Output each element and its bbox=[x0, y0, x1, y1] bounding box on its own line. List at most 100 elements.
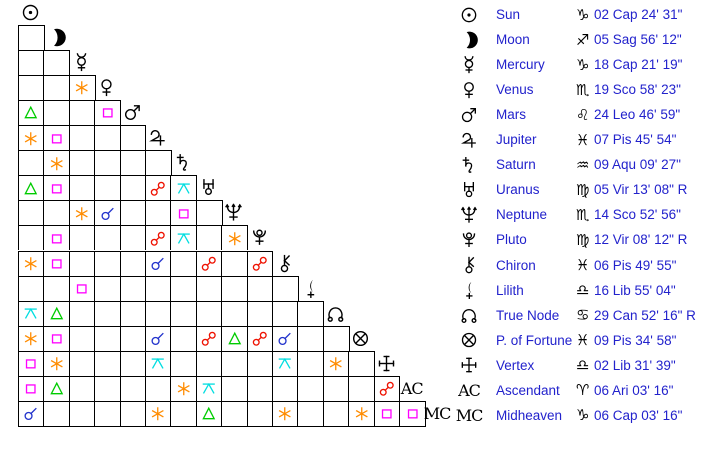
sag-sign-icon: ♐ bbox=[576, 30, 590, 49]
aspect-cell-vertex-venus bbox=[94, 350, 120, 376]
planet-name: Saturn bbox=[496, 157, 536, 173]
aspect-cell-uranus-mercury bbox=[68, 175, 95, 201]
table-row-uranus: Uranus ♍ 05 Vir 13' 08" R bbox=[452, 177, 704, 202]
midheaven-label: MC bbox=[455, 405, 484, 425]
diagonal-vertex bbox=[374, 351, 399, 376]
aspect-cell-lilith-mars bbox=[119, 275, 145, 301]
lib-sign-icon: ♎ bbox=[576, 356, 590, 375]
planet-glyph-cell: MC bbox=[452, 406, 486, 425]
planet-glyph-cell bbox=[452, 330, 486, 350]
aspect-cell-true-node-saturn bbox=[170, 300, 196, 326]
planet-position: 02 Lib 31' 39" bbox=[594, 357, 676, 373]
aspect-cell-midheaven-neptune bbox=[221, 400, 247, 428]
planet-name: Chiron bbox=[496, 257, 536, 273]
aspect-cell-pluto-moon bbox=[43, 225, 69, 251]
aspect-cell-ascendant-chiron bbox=[272, 375, 298, 401]
aspect-cell-moon-sun bbox=[18, 25, 45, 51]
square-icon bbox=[404, 405, 422, 423]
aspect-cell-true-node-sun bbox=[18, 300, 44, 326]
planet-position: 29 Can 52' 16" R bbox=[594, 307, 696, 323]
sextile-icon bbox=[327, 355, 345, 373]
conjunction-icon bbox=[276, 330, 294, 348]
saturn-icon bbox=[459, 155, 479, 175]
mars-icon bbox=[122, 102, 143, 123]
aspect-cell-fortune-lilith bbox=[297, 325, 323, 351]
planet-name: P. of Fortune bbox=[496, 332, 573, 348]
planet-position: 16 Lib 55' 04" bbox=[594, 282, 676, 298]
table-row-venus: Venus ♏ 19 Sco 58' 23" bbox=[452, 77, 704, 102]
opposition-icon bbox=[200, 330, 218, 348]
aspect-cell-pluto-mars bbox=[119, 225, 145, 251]
planet-glyph-cell bbox=[452, 105, 486, 125]
aspect-cell-ascendant-sun bbox=[18, 375, 44, 401]
saturn-icon bbox=[173, 152, 194, 173]
planet-glyph-cell bbox=[452, 180, 486, 200]
aspect-cell-neptune-venus bbox=[94, 200, 120, 226]
table-row-moon: Moon ♐ 05 Sag 56' 12" bbox=[452, 27, 704, 52]
aspect-cell-fortune-jupiter bbox=[145, 325, 171, 351]
aspect-cell-fortune-chiron bbox=[272, 325, 298, 351]
aspect-cell-vertex-moon bbox=[43, 350, 69, 376]
aspect-cell-mars-venus bbox=[94, 100, 121, 126]
opposition-icon bbox=[251, 255, 269, 273]
aspect-cell-midheaven-vertex bbox=[373, 400, 399, 428]
aspect-cell-midheaven-sun bbox=[18, 400, 44, 428]
aspect-cell-neptune-saturn bbox=[170, 200, 196, 226]
aspect-cell-pluto-uranus bbox=[195, 225, 222, 251]
planet-position: 06 Ari 03' 16" bbox=[594, 382, 674, 398]
planet-name: Uranus bbox=[496, 182, 540, 198]
table-row-chiron: Chiron ♓ 06 Pis 49' 55" bbox=[452, 253, 704, 278]
chiron-icon bbox=[459, 255, 479, 275]
aspect-cell-ascendant-venus bbox=[94, 375, 120, 401]
aspect-cell-pluto-jupiter bbox=[145, 225, 171, 251]
diagonal-fortune bbox=[348, 326, 373, 351]
sextile-icon bbox=[226, 230, 244, 248]
table-row-true-node: True Node ♋ 29 Can 52' 16" R bbox=[452, 303, 704, 328]
pis-sign-icon: ♓ bbox=[576, 331, 590, 350]
sun-icon bbox=[20, 2, 41, 23]
part-of-fortune-icon bbox=[350, 328, 371, 349]
aspect-cell-midheaven-venus bbox=[94, 400, 120, 428]
aspect-cell-midheaven-ascendant bbox=[399, 400, 426, 428]
sun-icon bbox=[459, 5, 479, 25]
aspect-cell-ascendant-lilith bbox=[297, 375, 323, 401]
aspect-cell-fortune-saturn bbox=[170, 325, 196, 351]
planet-position: 09 Aqu 09' 27" bbox=[594, 157, 681, 173]
table-row-pluto: Pluto ♍ 12 Vir 08' 12" R bbox=[452, 227, 704, 252]
aspect-cell-jupiter-mercury bbox=[68, 125, 95, 151]
trine-icon bbox=[22, 180, 40, 198]
trine-icon bbox=[48, 380, 66, 398]
diagonal-pluto bbox=[247, 225, 272, 250]
aspect-cell-uranus-saturn bbox=[170, 175, 198, 201]
aspect-cell-midheaven-mars bbox=[119, 400, 145, 428]
sextile-icon bbox=[353, 405, 371, 423]
planet-name: Mars bbox=[496, 107, 526, 123]
aspect-cell-chiron-pluto bbox=[246, 250, 274, 276]
table-row-mars: Mars ♌ 24 Leo 46' 59" bbox=[452, 102, 704, 127]
mercury-icon bbox=[71, 52, 92, 73]
venus-icon bbox=[96, 77, 117, 98]
square-icon bbox=[48, 255, 66, 273]
part-of-fortune-icon bbox=[459, 330, 479, 350]
aspect-cell-fortune-sun bbox=[18, 325, 44, 351]
table-row-lilith: Lilith ♎ 16 Lib 55' 04" bbox=[452, 278, 704, 303]
aspect-cell-neptune-uranus bbox=[195, 200, 223, 226]
aspect-cell-jupiter-moon bbox=[43, 125, 69, 151]
aspect-cell-fortune-mercury bbox=[68, 325, 95, 351]
aspect-cell-uranus-moon bbox=[43, 175, 69, 201]
aspect-cell-lilith-pluto bbox=[246, 275, 272, 301]
planet-name: Mercury bbox=[496, 57, 545, 73]
planet-position: 14 Sco 52' 56" bbox=[594, 207, 681, 223]
aspect-cell-mercury-sun bbox=[18, 50, 44, 76]
planet-position: 06 Pis 49' 55" bbox=[594, 257, 677, 273]
planet-name: Neptune bbox=[496, 207, 548, 223]
planet-glyph-cell bbox=[452, 255, 486, 275]
planet-position: 06 Cap 03' 16" bbox=[594, 407, 683, 423]
square-icon bbox=[48, 180, 66, 198]
planet-name: Pluto bbox=[496, 232, 527, 248]
planet-glyph-cell bbox=[452, 5, 486, 25]
ascendant-label: AC bbox=[400, 378, 424, 398]
aspect-cell-true-node-mars bbox=[119, 300, 145, 326]
aspect-cell-mercury-moon bbox=[43, 50, 71, 76]
